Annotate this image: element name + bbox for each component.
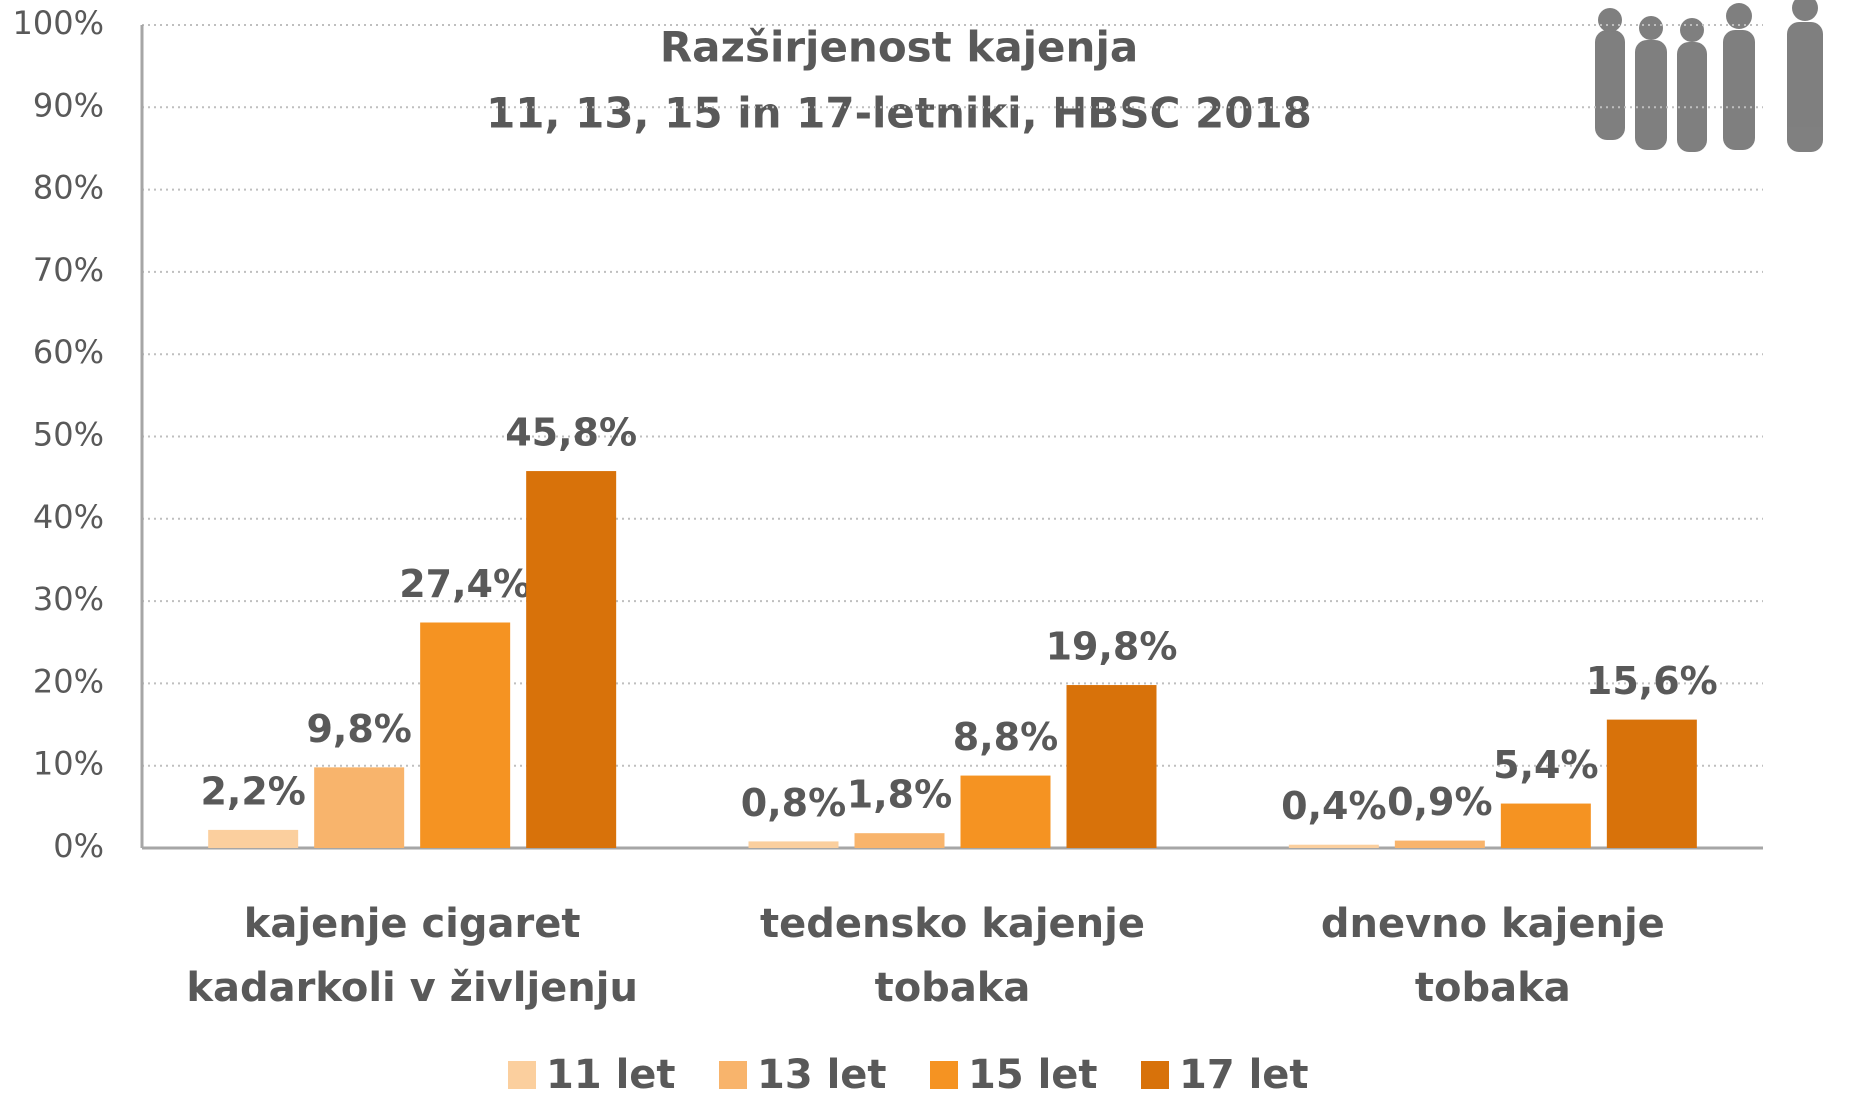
bar [420,622,510,848]
people-illustration [1595,0,1823,152]
x-tick-label: kajenje cigaret kadarkoli v življenju [172,892,652,1020]
bar [526,471,616,848]
value-label: 15,6% [1586,659,1718,703]
value-label: 2,2% [200,769,305,813]
value-label: 8,8% [953,715,1058,759]
value-label: 0,8% [741,781,846,825]
legend-swatch [508,1061,536,1089]
y-tick-label: 0% [53,827,104,865]
value-label: 1,8% [847,773,952,817]
value-label: 45,8% [505,411,637,455]
legend-swatch [930,1061,958,1089]
bar [1607,720,1697,848]
x-tick-label: tedensko kajenje tobaka [713,892,1193,1020]
legend-label: 13 let [757,1052,887,1098]
x-tick-label: dnevno kajenje tobaka [1253,892,1733,1020]
y-tick-label: 100% [13,4,104,42]
y-tick-label: 60% [33,333,104,371]
chart-title: Razširjenost kajenja [660,23,1138,72]
legend-swatch [719,1061,747,1089]
bar [208,830,298,848]
legend-label: 15 let [968,1052,1098,1098]
bar [855,833,945,848]
legend-label: 17 let [1179,1052,1309,1098]
legend-swatch [1141,1061,1169,1089]
bar [1067,685,1157,848]
bar [1501,804,1591,848]
y-tick-label: 40% [33,498,104,536]
legend-label: 11 let [546,1052,676,1098]
value-label: 5,4% [1493,743,1598,787]
page: Razširjenost kajenja 11, 13, 15 in 17-le… [0,0,1855,1109]
value-label: 27,4% [399,562,531,606]
chart-subtitle: 11, 13, 15 in 17-letniki, HBSC 2018 [486,89,1312,138]
value-label: 0,4% [1281,784,1386,828]
y-tick-label: 20% [33,662,104,700]
value-label: 0,9% [1387,780,1492,824]
y-tick-label: 50% [33,416,104,454]
bar [961,776,1051,848]
bar [1289,845,1379,848]
y-tick-label: 10% [33,745,104,783]
y-tick-label: 90% [33,86,104,124]
y-tick-label: 30% [33,580,104,618]
bar [314,767,404,848]
bar [1395,841,1485,848]
y-tick-label: 70% [33,251,104,289]
bar [749,841,839,848]
value-label: 19,8% [1046,625,1178,669]
y-tick-label: 80% [33,169,104,207]
value-label: 9,8% [306,707,411,751]
